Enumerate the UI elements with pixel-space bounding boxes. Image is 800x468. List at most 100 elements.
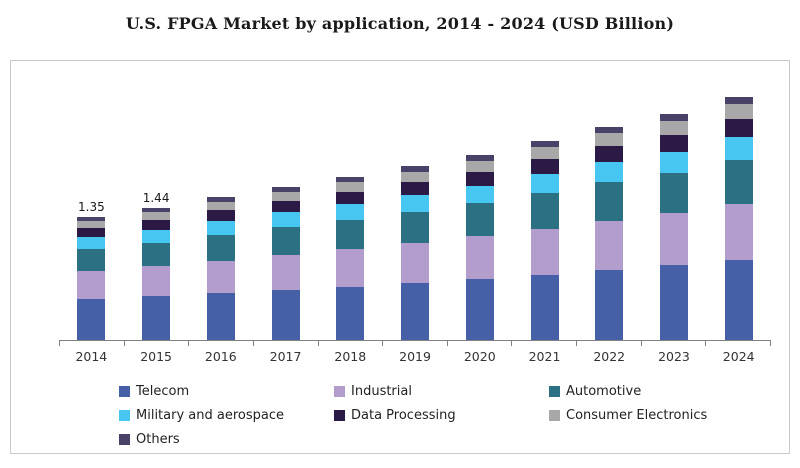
bar-segment-consumer-electronics [271,192,300,201]
legend-swatch-data-processing [334,410,345,421]
bar-segment-military-and-aerospace [142,230,171,243]
stacked-bar-2024 [724,97,753,340]
bar-segment-military-and-aerospace [401,195,430,212]
x-axis-label-2017: 2017 [269,349,302,364]
bar-segment-military-and-aerospace [336,204,365,220]
bar-segment-others [142,208,171,212]
stacked-bar-2019 [401,166,430,340]
bar-segment-consumer-electronics [659,121,688,135]
legend-item-industrial: Industrial [334,384,549,399]
bar-segment-automotive [659,173,688,213]
bar-slot-2022 [577,127,642,340]
bar-segment-military-and-aerospace [595,162,624,182]
bar-segment-industrial [595,221,624,270]
bar-slot-2019 [383,166,448,340]
bar-segment-automotive [530,193,559,229]
legend-label-industrial: Industrial [351,384,412,399]
bar-slot-2015: 1.44 [124,191,189,340]
bar-segment-telecom [206,293,235,340]
bar-segment-automotive [77,249,106,271]
legend-label-telecom: Telecom [136,384,190,399]
legend-item-telecom: Telecom [119,384,334,399]
legend: Telecom Industrial Automotive Military and … [119,384,789,447]
bar-slot-2018 [318,177,383,340]
bar-segment-telecom [724,260,753,340]
bar-segment-others [724,97,753,104]
bar-segment-industrial [724,204,753,260]
bar-segment-automotive [401,212,430,243]
bar-segment-industrial [271,255,300,290]
bar-segment-data-processing [271,201,300,212]
bar-segment-military-and-aerospace [206,221,235,235]
bar-segment-data-processing [659,135,688,152]
x-axis-tick [706,341,772,346]
x-axis-tick [512,341,578,346]
x-axis-ticks [59,341,772,346]
bar-segment-automotive [336,220,365,249]
bar-segment-consumer-electronics [530,147,559,159]
bar-segment-automotive [595,182,624,221]
x-axis-label-2021: 2021 [528,349,561,364]
bar-slot-2021 [512,141,577,340]
bar-segment-industrial [659,213,688,265]
bar-segment-automotive [271,227,300,255]
bar-segment-military-and-aerospace [77,237,106,249]
bar-segment-consumer-electronics [465,161,494,172]
x-axis-label-2018: 2018 [334,349,367,364]
x-axis-label-2022: 2022 [593,349,626,364]
bar-segment-others [659,114,688,121]
bar-segment-automotive [142,243,171,266]
stacked-bar-2023 [659,114,688,340]
bar-segment-telecom [659,265,688,340]
bar-segment-industrial [530,229,559,275]
legend-item-consumer-electronics: Consumer Electronics [549,408,789,423]
bar-segment-others [530,141,559,147]
bar-segment-telecom [77,299,106,340]
legend-swatch-military-and-aerospace [119,410,130,421]
legend-item-data-processing: Data Processing [334,408,549,423]
bar-slot-2016 [188,197,253,340]
bar-segment-consumer-electronics [77,221,106,228]
bar-segment-consumer-electronics [206,202,235,210]
x-axis-label-2015: 2015 [140,349,172,364]
bar-segment-military-and-aerospace [465,186,494,203]
bar-segment-consumer-electronics [401,172,430,182]
bar-segment-consumer-electronics [724,104,753,119]
x-axis-label-2016: 2016 [204,349,237,364]
stacked-bar-2022 [595,127,624,340]
bar-segment-telecom [271,290,300,340]
bar-value-label-2014: 1.35 [78,200,105,214]
bar-segment-data-processing [401,182,430,195]
x-axis-label-2024: 2024 [722,349,755,364]
bar-segment-military-and-aerospace [724,137,753,160]
legend-label-military-and-aerospace: Military and aerospace [136,408,284,423]
bar-segment-military-and-aerospace [530,174,559,193]
x-axis-label-2023: 2023 [658,349,690,364]
bar-segment-automotive [724,160,753,204]
x-axis-labels: 2014 2015 2016 2017 2018 2019 2020 2021 2022 2023… [59,349,771,364]
legend-item-automotive: Automotive [549,384,789,399]
legend-swatch-consumer-electronics [549,410,560,421]
x-axis-tick [383,341,448,346]
bar-segment-data-processing [77,228,106,237]
bar-segment-data-processing [465,172,494,186]
bar-segment-others [465,155,494,161]
bar-segment-others [77,217,106,221]
x-axis-tick [577,341,642,346]
stacked-bar-2018 [336,177,365,340]
x-axis-tick [125,341,190,346]
legend-swatch-telecom [119,386,130,397]
bar-segment-data-processing [336,192,365,204]
bar-segment-others [271,187,300,192]
bar-slot-2014: 1.35 [59,200,124,340]
bar-segment-industrial [336,249,365,287]
x-axis-tick [59,341,125,346]
bar-slot-2020 [447,155,512,340]
bar-segment-telecom [401,283,430,340]
bar-segment-industrial [401,243,430,283]
stacked-bar-2015 [142,208,171,340]
stacked-bar-2017 [271,187,300,340]
chart-title: U.S. FPGA Market by application, 2014 - … [125,14,675,33]
legend-item-military-and-aerospace: Military and aerospace [119,408,334,423]
legend-swatch-others [119,434,130,445]
